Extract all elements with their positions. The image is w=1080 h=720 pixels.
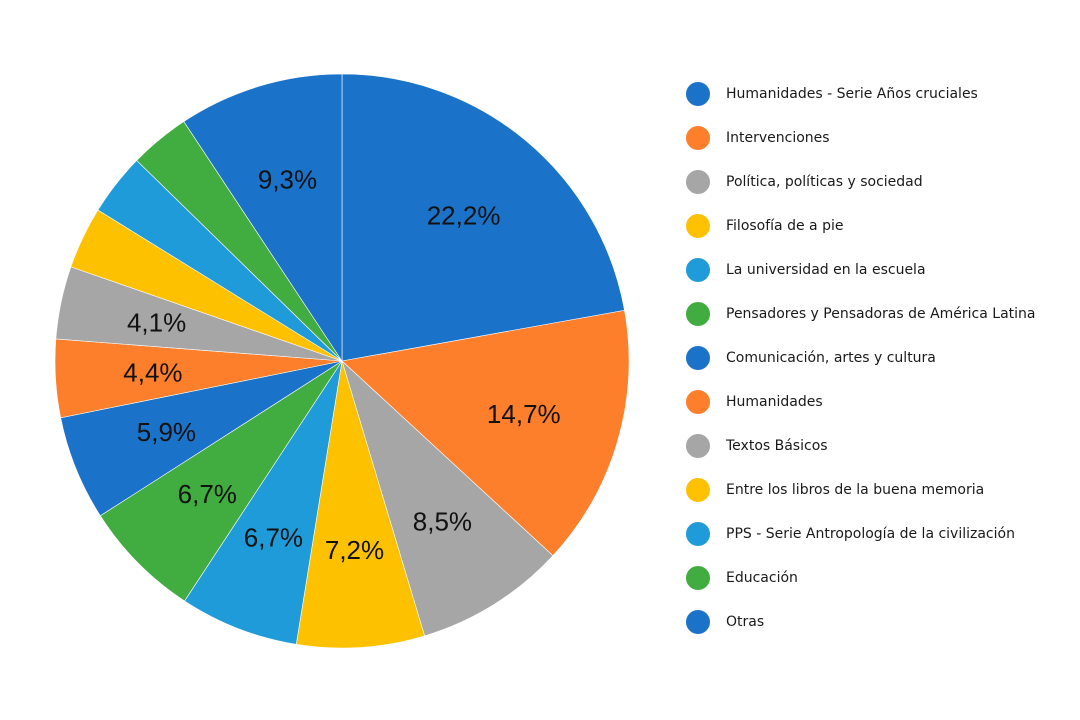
chart-legend: Humanidades - Serie Años cruciales Interv… <box>686 72 1076 644</box>
slice-value-label: 9,3% <box>258 165 317 195</box>
slice-value-label: 6,7% <box>178 479 237 509</box>
slice-value-label: 4,1% <box>127 307 186 337</box>
legend-swatch <box>686 346 710 370</box>
legend-label: Intervenciones <box>726 130 830 146</box>
legend-label: PPS - Serie Antropología de la civilizac… <box>726 526 1015 542</box>
legend-label: Educación <box>726 570 798 586</box>
legend-item: Humanidades - Serie Años cruciales <box>686 72 1076 116</box>
pie-slice <box>341 360 554 637</box>
legend-label: Política, políticas y sociedad <box>726 174 923 190</box>
pie-slice-labels: 22,2% 14,7% 8,5% 7,2% 6,7%6,7% 5,9% 4,4% 4,1% 9,… <box>123 165 560 565</box>
legend-item: La universidad en la escuela <box>686 248 1076 292</box>
legend-item: PPS - Serie Antropología de la civilizac… <box>686 512 1076 556</box>
legend-swatch <box>686 434 710 458</box>
legend-item: Otras <box>686 600 1076 644</box>
pie-slice <box>184 360 343 645</box>
slice-value-label: 5,9% <box>137 417 196 447</box>
legend-item: Política, políticas y sociedad <box>686 160 1076 204</box>
legend-item: Filosofía de a pie <box>686 204 1076 248</box>
slice-value-label: 6,7% <box>244 523 303 553</box>
legend-item: Educación <box>686 556 1076 600</box>
legend-item: Pensadores y Pensadoras de América Latin… <box>686 292 1076 336</box>
pie-slice <box>341 310 630 557</box>
slice-value-label: 14,7% <box>487 399 561 429</box>
legend-label: Humanidades <box>726 394 823 410</box>
legend-swatch <box>686 566 710 590</box>
slice-value-label: 8,5% <box>413 507 472 537</box>
slice-value-label: 7,2% <box>325 535 384 565</box>
legend-item: Comunicación, artes y cultura <box>686 336 1076 380</box>
legend-swatch <box>686 390 710 414</box>
legend-label: Filosofía de a pie <box>726 218 844 234</box>
legend-swatch <box>686 258 710 282</box>
legend-item: Entre los libros de la buena memoria <box>686 468 1076 512</box>
legend-swatch <box>686 126 710 150</box>
pie-slice <box>183 73 343 362</box>
legend-swatch <box>686 522 710 546</box>
legend-swatch <box>686 610 710 634</box>
legend-swatch <box>686 214 710 238</box>
slice-value-label: 22,2% <box>427 201 501 231</box>
legend-swatch <box>686 478 710 502</box>
legend-swatch <box>686 82 710 106</box>
legend-label: Comunicación, artes y cultura <box>726 350 936 366</box>
pie-slice <box>295 360 425 649</box>
legend-item: Humanidades <box>686 380 1076 424</box>
slice-value-label: 4,4% <box>123 358 182 388</box>
legend-item: Intervenciones <box>686 116 1076 160</box>
legend-swatch <box>686 170 710 194</box>
pie-slices <box>54 73 630 649</box>
legend-label: La universidad en la escuela <box>726 262 926 278</box>
legend-swatch <box>686 302 710 326</box>
legend-item: Textos Básicos <box>686 424 1076 468</box>
legend-label: Entre los libros de la buena memoria <box>726 482 985 498</box>
legend-label: Textos Básicos <box>726 438 828 454</box>
legend-label: Pensadores y Pensadoras de América Latin… <box>726 306 1036 322</box>
legend-label: Humanidades - Serie Años cruciales <box>726 86 978 102</box>
legend-label: Otras <box>726 614 765 630</box>
pie-slice <box>341 73 625 362</box>
pie-slice <box>99 360 343 602</box>
